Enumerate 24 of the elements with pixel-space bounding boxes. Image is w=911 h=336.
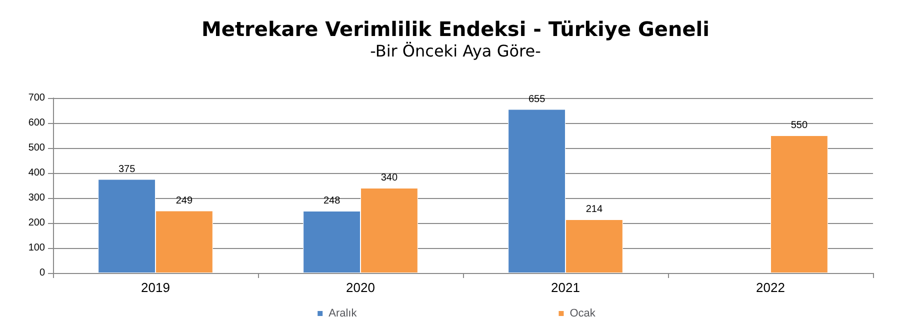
y-tick-label: 600: [28, 118, 46, 128]
x-tick-label: 2019: [141, 280, 170, 295]
data-label: 340: [380, 172, 398, 184]
y-tick-label: 300: [28, 192, 46, 204]
x-tick-label: 2021: [551, 280, 580, 295]
x-tick-label: 2022: [756, 280, 785, 295]
chart-subtitle: -Bir Önceki Aya Göre-: [370, 42, 541, 60]
bar: [770, 136, 828, 273]
legend-label: Ocak: [570, 308, 596, 320]
data-label: 655: [528, 94, 546, 105]
y-tick-label: 500: [28, 142, 46, 154]
data-label: 248: [323, 196, 341, 206]
data-label: 214: [586, 204, 603, 215]
legend-label: Aralık: [328, 308, 358, 320]
data-label: 249: [176, 195, 193, 206]
y-tick-label: 100: [28, 242, 46, 254]
data-label: 550: [790, 120, 808, 131]
x-tick-label: 2020: [346, 280, 375, 295]
y-tick-label: 200: [28, 218, 46, 228]
data-label: 375: [118, 164, 136, 175]
chart-title: Metrekare Verimlilik Endeksi - Türkiye Geneli: [202, 17, 710, 41]
y-tick-label: 400: [28, 168, 46, 178]
y-tick-label: 0: [39, 268, 46, 278]
y-tick-label: 700: [28, 92, 46, 104]
